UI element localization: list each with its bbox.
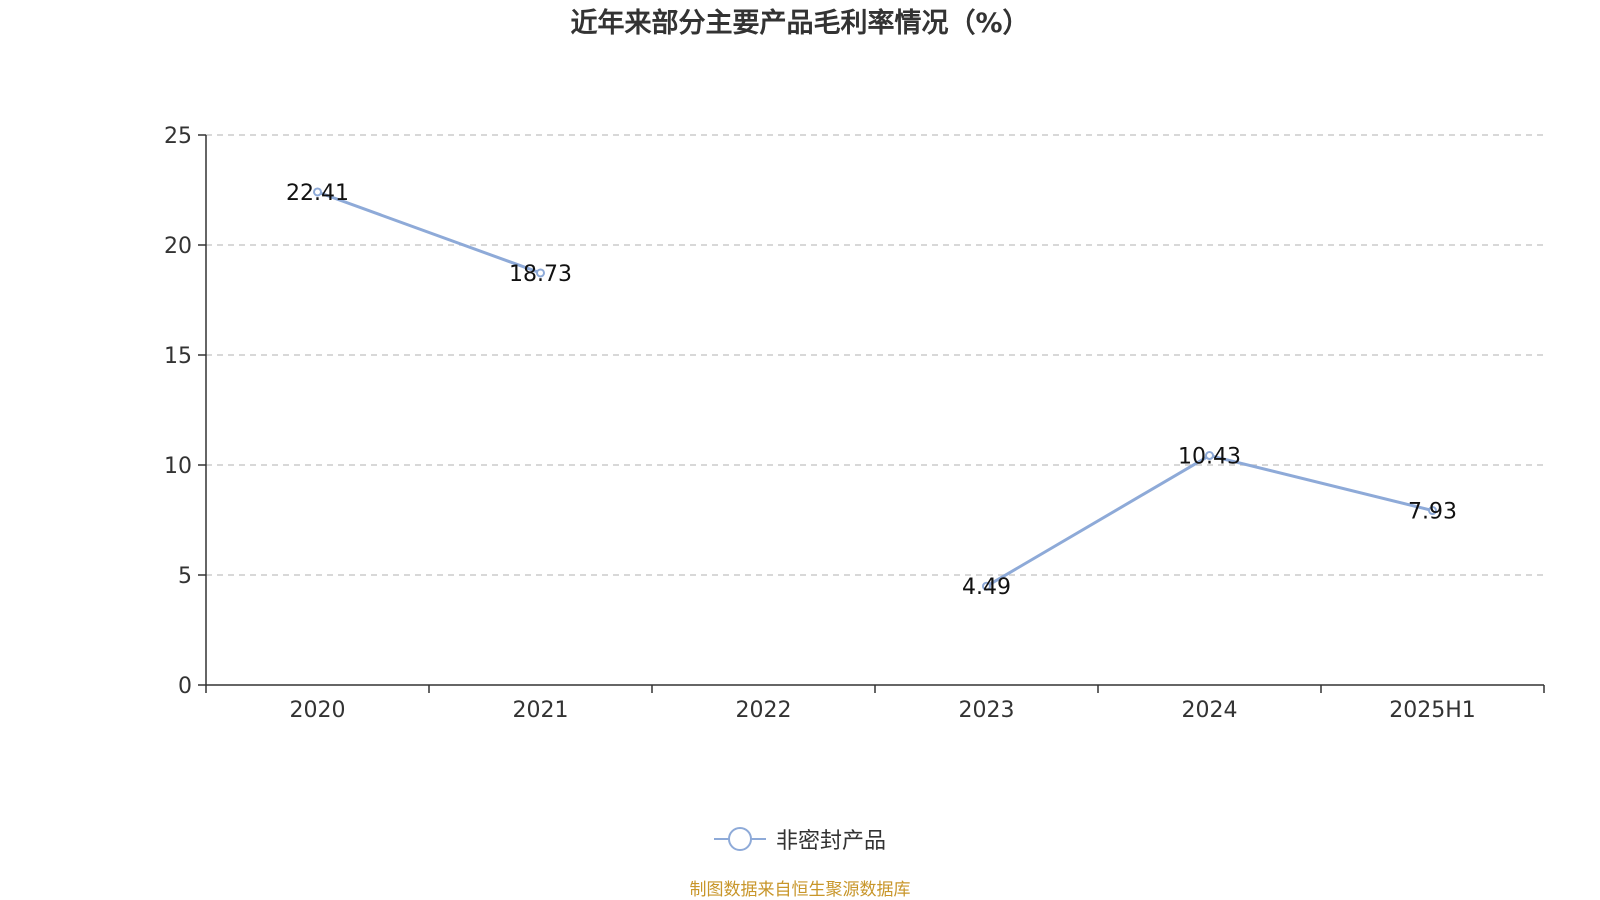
data-label: 7.93 — [1408, 500, 1457, 525]
x-tick-label: 2021 — [513, 698, 569, 723]
x-tick-label: 2023 — [959, 698, 1015, 723]
series-line — [316, 190, 542, 275]
series-layer — [313, 187, 1437, 591]
data-label: 18.73 — [509, 262, 572, 287]
x-tick-label: 2024 — [1182, 698, 1238, 723]
y-tick-label: 15 — [164, 344, 192, 369]
x-tick-label: 2025H1 — [1389, 698, 1476, 723]
y-tick-label: 25 — [164, 124, 192, 149]
data-point[interactable] — [1428, 506, 1437, 516]
data-point[interactable] — [536, 268, 545, 278]
data-label: 10.43 — [1178, 445, 1241, 470]
data-point[interactable] — [982, 581, 991, 591]
series-line — [985, 454, 1434, 588]
legend[interactable]: 非密封产品 — [0, 822, 1600, 856]
axes: 0 5 10 15 20 25 2020 2021 2022 2023 2024 2025H1 — [164, 124, 1545, 723]
data-label: 4.49 — [962, 575, 1011, 600]
legend-line-circle-icon — [713, 827, 766, 851]
data-label: 22.41 — [286, 181, 349, 206]
grid-lines — [206, 134, 1544, 576]
x-tick-label: 2022 — [736, 698, 792, 723]
chart-title: 近年来部分主要产品毛利率情况（%） — [570, 8, 1030, 39]
source-note: 制图数据来自恒生聚源数据库 — [689, 880, 911, 900]
y-tick-label: 10 — [164, 454, 192, 479]
legend-label: 非密封产品 — [775, 829, 886, 854]
data-labels: 22.41 18.73 4.49 10.43 7.93 — [286, 181, 1457, 600]
data-point[interactable] — [313, 187, 322, 197]
data-point[interactable] — [1205, 451, 1214, 461]
y-tick-label: 0 — [178, 674, 192, 699]
x-tick-label: 2020 — [290, 698, 346, 723]
y-tick-label: 5 — [178, 564, 192, 589]
y-tick-label: 20 — [164, 234, 192, 259]
